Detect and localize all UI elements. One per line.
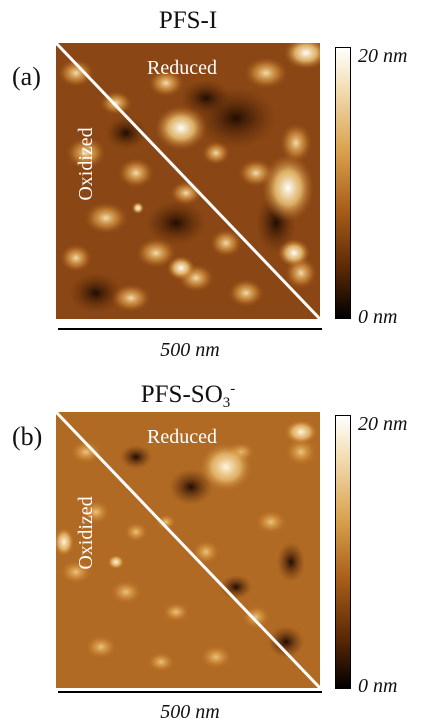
- reduced-label: Reduced: [147, 57, 217, 79]
- afm-dark-pits: [70, 80, 296, 313]
- scale-bar-label: 500 nm: [160, 339, 220, 361]
- panel-label: (b): [12, 422, 43, 451]
- panel-a: PFS-I (a): [0, 0, 421, 361]
- scale-bar: [58, 328, 322, 330]
- afm-grains: [58, 57, 317, 312]
- afm-image: Reduced Oxidized: [56, 43, 320, 319]
- panel-title: PFS-SO3-: [140, 381, 236, 411]
- afm-height-map: [56, 412, 320, 688]
- colorbar-min-label: 0 nm: [358, 306, 398, 328]
- colorbar-min-label: 0 nm: [358, 675, 398, 697]
- scale-bar-label: 500 nm: [160, 701, 220, 723]
- divider-line: [56, 43, 320, 319]
- reduced-label: Reduced: [147, 426, 217, 448]
- scale-bar: [58, 691, 322, 693]
- afm-grains: [60, 438, 317, 672]
- afm-image: Reduced Oxidized: [56, 412, 320, 688]
- colorbar-max-label: 20 nm: [358, 45, 408, 67]
- divider-line: [56, 412, 320, 688]
- oxidized-label: Oxidized: [75, 496, 97, 570]
- height-colorbar: [335, 415, 351, 689]
- oxidized-label: Oxidized: [75, 127, 97, 201]
- panel-title: PFS-I: [158, 7, 218, 34]
- panel-label: (a): [12, 62, 41, 91]
- afm-bright-features: [56, 420, 317, 569]
- afm-bright-features: [132, 43, 320, 280]
- height-colorbar: [335, 47, 351, 319]
- afm-height-map: [56, 43, 320, 319]
- panel-b: PFS-SO3- (b): [0, 360, 421, 723]
- colorbar-max-label: 20 nm: [358, 413, 408, 435]
